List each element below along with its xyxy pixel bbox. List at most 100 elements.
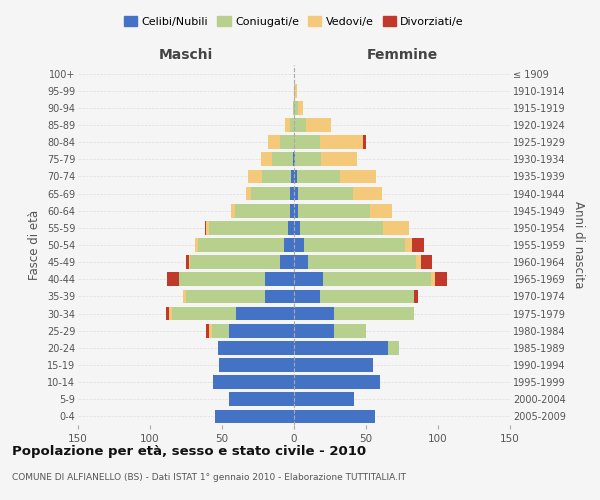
Bar	[294, 376, 380, 389]
Bar	[383, 221, 409, 234]
Bar	[230, 204, 235, 218]
Bar	[405, 238, 412, 252]
Bar	[261, 152, 272, 166]
Bar	[322, 152, 358, 166]
Text: Maschi: Maschi	[159, 48, 213, 62]
Bar	[295, 84, 297, 98]
Bar	[194, 238, 197, 252]
Bar	[323, 272, 431, 286]
Bar	[291, 170, 294, 183]
Bar	[340, 170, 376, 183]
Bar	[235, 204, 290, 218]
Bar	[183, 290, 186, 304]
Bar	[308, 256, 416, 269]
Bar	[320, 290, 413, 304]
Bar	[294, 186, 298, 200]
Bar	[294, 170, 297, 183]
Y-axis label: Fasce di età: Fasce di età	[28, 210, 41, 280]
Bar	[300, 221, 383, 234]
Bar	[236, 306, 294, 320]
Bar	[172, 306, 236, 320]
Bar	[169, 306, 172, 320]
Bar	[179, 272, 265, 286]
Bar	[209, 324, 212, 338]
Bar	[167, 272, 179, 286]
Bar	[412, 238, 424, 252]
Bar	[298, 101, 302, 114]
Bar	[298, 204, 370, 218]
Bar	[286, 118, 290, 132]
Bar	[416, 256, 421, 269]
Bar	[186, 256, 189, 269]
Bar	[294, 221, 300, 234]
Bar	[272, 152, 293, 166]
Bar	[215, 410, 294, 424]
Bar	[370, 204, 392, 218]
Bar	[247, 186, 251, 200]
Bar	[214, 376, 294, 389]
Bar	[298, 186, 353, 200]
Bar	[363, 136, 366, 149]
Bar	[295, 152, 322, 166]
Bar	[293, 152, 294, 166]
Text: Popolazione per età, sesso e stato civile - 2010: Popolazione per età, sesso e stato civil…	[12, 445, 366, 458]
Bar	[294, 152, 295, 166]
Bar	[413, 290, 418, 304]
Bar	[212, 324, 229, 338]
Bar	[294, 358, 373, 372]
Bar	[353, 186, 382, 200]
Bar	[388, 341, 399, 354]
Bar	[294, 272, 323, 286]
Bar	[435, 272, 446, 286]
Bar	[206, 324, 209, 338]
Bar	[293, 101, 294, 114]
Bar	[431, 272, 435, 286]
Bar	[305, 118, 331, 132]
Bar	[294, 341, 388, 354]
Y-axis label: Anni di nascita: Anni di nascita	[572, 202, 585, 288]
Text: Femmine: Femmine	[367, 48, 437, 62]
Bar	[294, 290, 320, 304]
Bar	[280, 256, 294, 269]
Bar	[334, 324, 366, 338]
Bar	[186, 290, 265, 304]
Bar	[218, 341, 294, 354]
Bar	[280, 136, 294, 149]
Bar	[294, 84, 295, 98]
Bar	[290, 118, 294, 132]
Bar	[284, 238, 294, 252]
Bar	[297, 170, 340, 183]
Bar	[262, 170, 291, 183]
Bar	[320, 136, 363, 149]
Bar	[290, 186, 294, 200]
Bar	[229, 324, 294, 338]
Bar	[294, 256, 308, 269]
Bar	[421, 256, 432, 269]
Bar	[294, 392, 355, 406]
Bar	[294, 306, 334, 320]
Bar	[206, 221, 209, 234]
Bar	[251, 186, 290, 200]
Bar	[290, 204, 294, 218]
Bar	[304, 238, 405, 252]
Bar	[294, 238, 304, 252]
Bar	[248, 170, 262, 183]
Bar	[219, 358, 294, 372]
Bar	[334, 306, 413, 320]
Bar	[288, 221, 294, 234]
Bar	[197, 238, 284, 252]
Bar	[265, 272, 294, 286]
Bar	[205, 221, 206, 234]
Bar	[294, 410, 374, 424]
Bar	[268, 136, 280, 149]
Bar	[294, 101, 298, 114]
Bar	[209, 221, 288, 234]
Bar	[229, 392, 294, 406]
Legend: Celibi/Nubili, Coniugati/e, Vedovi/e, Divorziati/e: Celibi/Nubili, Coniugati/e, Vedovi/e, Di…	[121, 13, 467, 30]
Bar	[294, 324, 334, 338]
Bar	[265, 290, 294, 304]
Bar	[166, 306, 169, 320]
Bar	[294, 136, 320, 149]
Bar	[294, 118, 305, 132]
Bar	[294, 204, 298, 218]
